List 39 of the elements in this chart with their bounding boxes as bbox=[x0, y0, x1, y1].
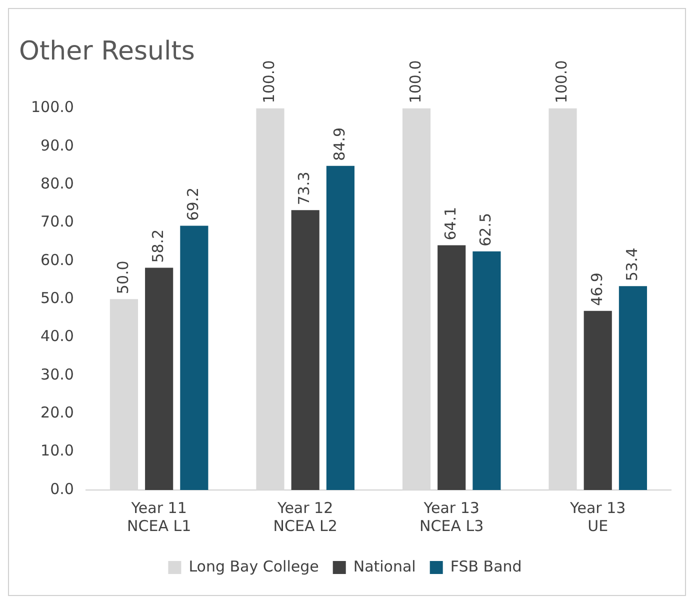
y-tick-label: 30.0 bbox=[40, 365, 74, 384]
y-tick-label: 40.0 bbox=[40, 327, 74, 346]
bar bbox=[584, 310, 612, 490]
y-tick-label: 90.0 bbox=[40, 136, 74, 154]
x-tick-label: Year 13 NCEA L3 bbox=[420, 498, 484, 535]
bar bbox=[180, 226, 208, 490]
bar bbox=[145, 268, 174, 490]
data-label: 58.2 bbox=[148, 229, 167, 263]
data-label: 84.9 bbox=[330, 127, 348, 161]
x-tick-label: Year 12 NCEA L2 bbox=[273, 498, 338, 535]
x-tick-label: Year 11 NCEA L1 bbox=[127, 498, 192, 535]
data-label: 53.4 bbox=[622, 248, 641, 282]
bar bbox=[618, 286, 648, 490]
data-label: 64.1 bbox=[441, 206, 460, 240]
legend-label: Long Bay College bbox=[188, 557, 319, 576]
y-tick-label: 50.0 bbox=[40, 288, 74, 307]
data-label: 73.3 bbox=[295, 172, 314, 206]
x-tick-label: Year 13 UE bbox=[569, 498, 626, 535]
bar bbox=[326, 166, 354, 490]
data-label: 46.9 bbox=[588, 272, 606, 306]
data-label: 100.0 bbox=[406, 60, 424, 104]
data-label: 100.0 bbox=[552, 60, 571, 104]
bar bbox=[472, 251, 501, 490]
y-tick-label: 80.0 bbox=[40, 174, 74, 192]
data-label: 50.0 bbox=[114, 260, 132, 294]
y-tick-label: 0.0 bbox=[50, 480, 74, 498]
y-tick-label: 10.0 bbox=[40, 442, 74, 460]
bar bbox=[291, 210, 320, 490]
y-tick-label: 70.0 bbox=[40, 212, 74, 231]
legend-label: FSB Band bbox=[450, 557, 522, 576]
y-tick-label: 60.0 bbox=[40, 250, 74, 269]
data-label: 62.5 bbox=[476, 212, 495, 246]
chart-title: Other Results bbox=[19, 36, 195, 66]
data-label: 100.0 bbox=[260, 60, 278, 104]
y-tick-label: 100.0 bbox=[30, 98, 74, 116]
data-label: 69.2 bbox=[184, 187, 202, 221]
y-tick-label: 20.0 bbox=[40, 404, 74, 422]
bar bbox=[438, 245, 466, 490]
legend-label: National bbox=[353, 557, 416, 576]
